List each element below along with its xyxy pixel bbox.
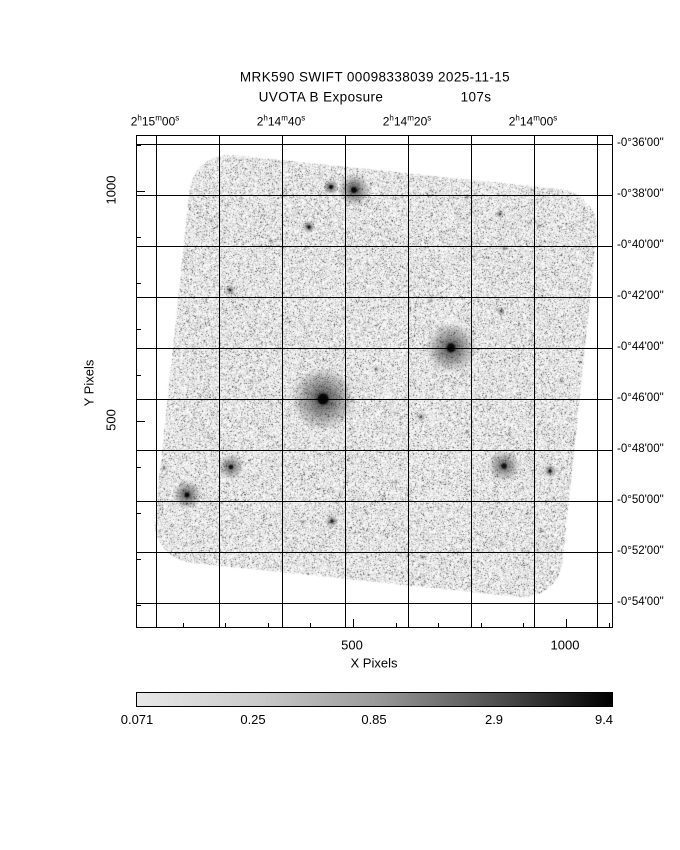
gridline-vertical	[219, 136, 220, 627]
y-axis-tick	[137, 283, 141, 284]
y-axis-tick	[137, 605, 141, 606]
x-axis-tick	[566, 619, 567, 627]
gridline-vertical	[597, 136, 598, 627]
y-axis-tick	[137, 467, 141, 468]
colorbar-label: 0.85	[361, 712, 386, 727]
colorbar-label: 2.9	[485, 712, 503, 727]
y-tick-label: 1000	[104, 176, 119, 205]
gridline-horizontal	[137, 246, 612, 247]
x-tick-label: 500	[341, 638, 363, 653]
x-axis-tick	[310, 623, 311, 627]
x-axis-tick	[609, 623, 610, 627]
y-tick-label: 500	[104, 409, 119, 431]
y-axis-tick	[137, 421, 145, 422]
dec-tick-label: -0°54'00"	[617, 596, 664, 608]
dec-tick-label: -0°36'00"	[617, 137, 664, 149]
ra-tick-label: 2h14m40s	[257, 114, 306, 129]
gridline-horizontal	[137, 297, 612, 298]
plot-subtitle: UVOTA B Exposure	[259, 90, 384, 105]
x-axis-tick	[438, 623, 439, 627]
ra-tick-label: 2h14m20s	[383, 114, 432, 129]
sky-image-frame	[136, 135, 613, 628]
gridline-vertical	[408, 136, 409, 627]
dec-tick-label: -0°52'00"	[617, 545, 664, 557]
y-axis-tick	[137, 329, 141, 330]
dec-tick-label: -0°44'00"	[617, 341, 664, 353]
y-axis-tick	[137, 375, 141, 376]
gridline-vertical	[345, 136, 346, 627]
dec-tick-label: -0°40'00"	[617, 239, 664, 251]
y-axis-tick	[137, 191, 145, 192]
ra-tick-label: 2h15m00s	[131, 114, 180, 129]
gridline-horizontal	[137, 450, 612, 451]
y-axis-tick	[137, 237, 141, 238]
sky-image-canvas	[137, 136, 612, 627]
x-axis-tick	[353, 619, 354, 627]
y-axis-tick	[137, 145, 141, 146]
gridline-horizontal	[137, 348, 612, 349]
gridline-horizontal	[137, 501, 612, 502]
y-axis-title: Y Pixels	[82, 360, 97, 407]
colorbar	[136, 692, 613, 707]
x-axis-tick	[481, 623, 482, 627]
y-axis-tick	[137, 559, 141, 560]
dec-tick-label: -0°50'00"	[617, 494, 664, 506]
gridline-vertical	[471, 136, 472, 627]
x-axis-tick	[523, 623, 524, 627]
x-axis-title: X Pixels	[351, 656, 398, 671]
colorbar-label: 0.071	[121, 712, 154, 727]
x-tick-label: 1000	[551, 638, 580, 653]
gridline-horizontal	[137, 144, 612, 145]
dec-tick-label: -0°38'00"	[617, 188, 664, 200]
colorbar-label: 0.25	[240, 712, 265, 727]
dec-tick-label: -0°48'00"	[617, 443, 664, 455]
dec-tick-label: -0°42'00"	[617, 290, 664, 302]
dec-tick-label: -0°46'00"	[617, 392, 664, 404]
x-axis-tick	[183, 623, 184, 627]
y-axis-tick	[137, 513, 141, 514]
x-axis-tick	[225, 623, 226, 627]
plot-title: MRK590 SWIFT 00098338039 2025-11-15	[240, 70, 510, 85]
figure: MRK590 SWIFT 00098338039 2025-11-15 UVOT…	[0, 0, 680, 850]
x-axis-tick	[268, 623, 269, 627]
gridline-horizontal	[137, 399, 612, 400]
ra-tick-label: 2h14m00s	[509, 114, 558, 129]
colorbar-label: 9.4	[595, 712, 613, 727]
gridline-horizontal	[137, 603, 612, 604]
gridline-horizontal	[137, 552, 612, 553]
gridline-vertical	[282, 136, 283, 627]
exposure-time: 107s	[461, 90, 492, 105]
gridline-vertical	[156, 136, 157, 627]
gridline-horizontal	[137, 195, 612, 196]
x-axis-tick	[396, 623, 397, 627]
gridline-vertical	[534, 136, 535, 627]
